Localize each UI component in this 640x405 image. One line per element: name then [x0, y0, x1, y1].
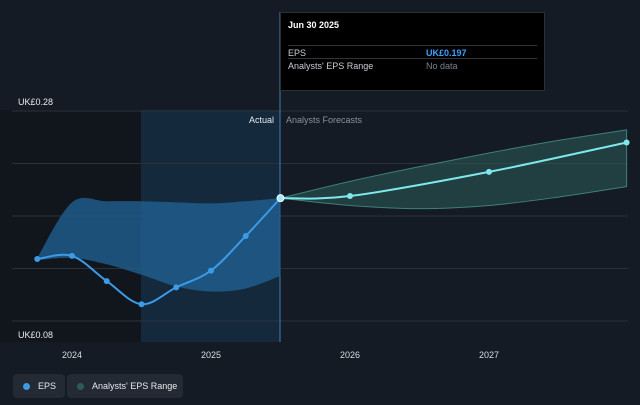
eps-point-0[interactable] — [34, 256, 41, 263]
tooltip-row-range: Analysts' EPS Range No data — [288, 58, 537, 72]
legend-item-eps[interactable]: EPS — [13, 374, 65, 398]
eps-point-4[interactable] — [173, 284, 180, 291]
forecast-range-band — [280, 129, 628, 210]
forecast-point-1[interactable] — [347, 193, 353, 200]
tooltip-range-label: Analysts' EPS Range — [288, 61, 374, 71]
x-tick-2024: 2024 — [62, 350, 82, 360]
tooltip: Jun 30 2025 EPS UK£0.197 Analysts' EPS R… — [280, 12, 545, 91]
x-axis: 2024 2025 2026 2027 — [62, 350, 499, 360]
series-lines — [37, 141, 627, 306]
eps-point-3[interactable] — [138, 301, 145, 308]
y-top-label: UK£0.28 — [18, 97, 53, 107]
y-bottom-label: UK£0.08 — [18, 330, 53, 340]
eps-legend-icon — [23, 383, 30, 390]
forecast-point-3[interactable] — [623, 139, 630, 146]
x-tick-2026: 2026 — [340, 350, 360, 360]
eps-line — [37, 197, 282, 306]
x-tick-2027: 2027 — [479, 350, 499, 360]
actual-label: Actual — [249, 115, 274, 125]
eps-point-6[interactable] — [242, 232, 249, 239]
eps-point-2[interactable] — [103, 278, 110, 285]
eps-point-5[interactable] — [208, 267, 214, 274]
forecast-point-2[interactable] — [486, 168, 492, 175]
series-points — [34, 139, 630, 308]
legend-eps-label: EPS — [38, 381, 57, 391]
range-bands — [37, 129, 628, 292]
tooltip-eps-value: UK£0.197 — [426, 48, 467, 58]
legend-item-range[interactable]: Analysts' EPS Range — [67, 374, 183, 398]
eps-point-7[interactable] — [276, 194, 285, 203]
eps-forecast-line — [280, 141, 627, 200]
tooltip-date: Jun 30 2025 — [288, 20, 340, 30]
range-legend-icon — [77, 383, 84, 390]
legend-range-label: Analysts' EPS Range — [92, 381, 178, 391]
tooltip-eps-label: EPS — [288, 48, 307, 58]
forecast-label: Analysts Forecasts — [286, 115, 363, 125]
x-tick-2025: 2025 — [201, 350, 221, 360]
tooltip-row-eps: EPS UK£0.197 — [288, 45, 537, 59]
tooltip-range-value: No data — [426, 61, 458, 71]
eps-point-1[interactable] — [69, 252, 75, 259]
actual-range-band — [37, 197, 281, 292]
